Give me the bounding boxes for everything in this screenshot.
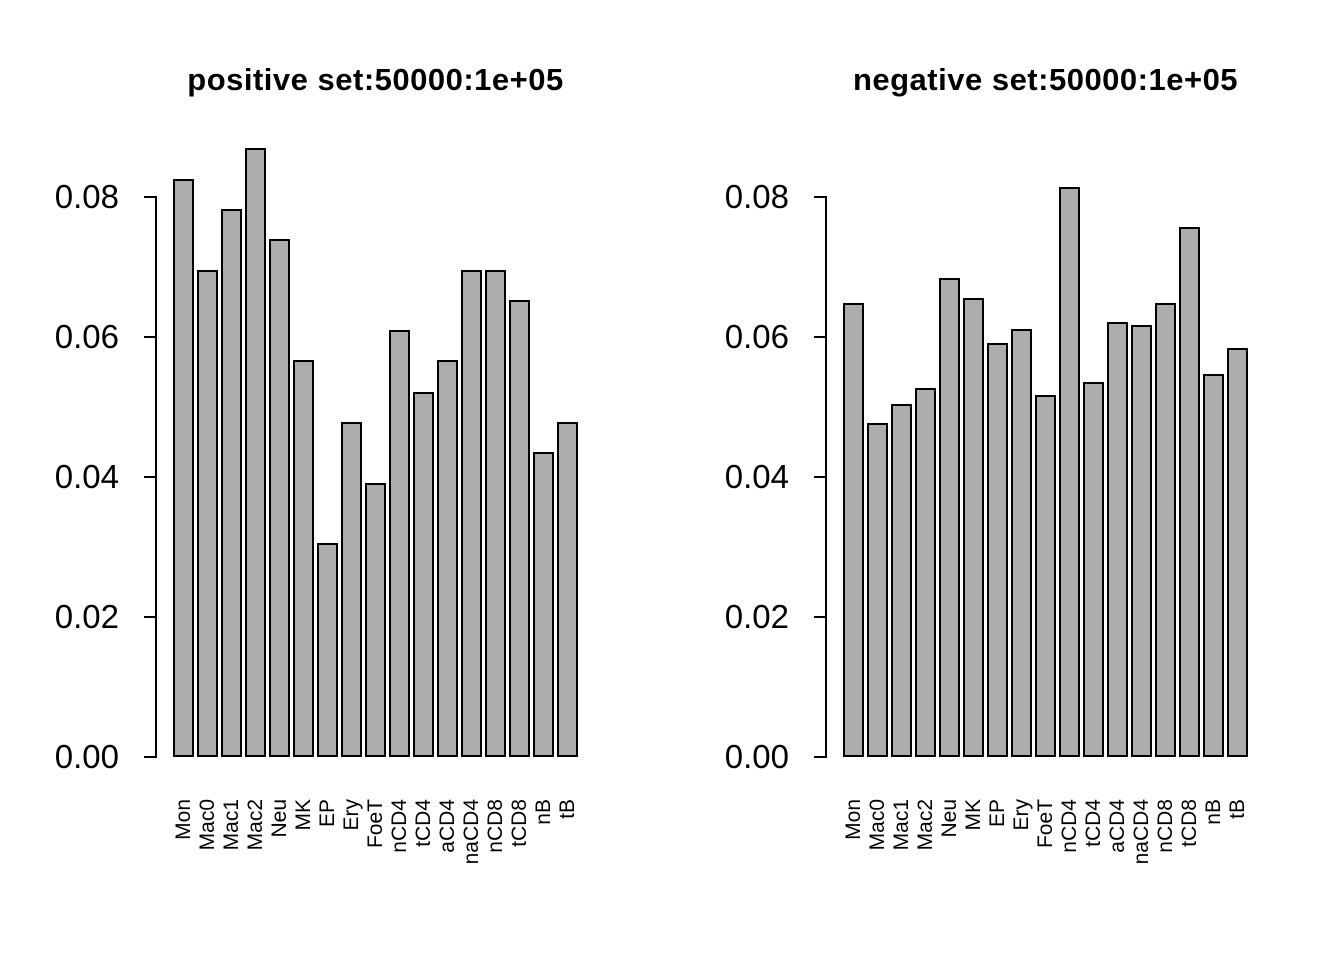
- y-axis-tick: [144, 476, 155, 478]
- x-axis-label: EP: [985, 799, 1009, 828]
- bar: [245, 148, 266, 757]
- y-axis-tick: [144, 756, 155, 758]
- bar: [197, 270, 218, 757]
- x-axis-label: Neu: [937, 799, 961, 838]
- chart-title: positive set:50000:1e+05: [187, 62, 564, 97]
- bar: [843, 303, 864, 757]
- bar: [173, 179, 194, 757]
- bar: [437, 360, 458, 757]
- bar: [1155, 303, 1176, 757]
- y-axis-tick: [814, 756, 825, 758]
- y-axis-tick: [144, 336, 155, 338]
- y-axis-tick-label: 0.08: [724, 178, 789, 215]
- y-axis-tick: [144, 616, 155, 618]
- bar: [867, 423, 888, 757]
- bar: [509, 300, 530, 757]
- x-axis-label: FoeT: [1033, 799, 1057, 849]
- bar: [1131, 325, 1152, 757]
- bar: [317, 543, 338, 757]
- bar: [1011, 329, 1032, 757]
- y-axis-line: [155, 196, 157, 758]
- y-axis-tick-label: 0.08: [54, 178, 119, 215]
- x-axis-label: Ery: [1009, 799, 1033, 831]
- x-axis-label: Mac1: [889, 799, 913, 851]
- bar: [939, 278, 960, 757]
- x-axis-label: tCD4: [1081, 799, 1105, 847]
- bar: [221, 209, 242, 757]
- x-axis-label: naCD4: [1129, 799, 1153, 865]
- y-axis-tick: [814, 336, 825, 338]
- x-axis-label: tCD8: [1177, 799, 1201, 847]
- y-axis-tick: [814, 196, 825, 198]
- y-axis-tick-label: 0.06: [54, 318, 119, 355]
- bar: [963, 298, 984, 757]
- x-axis-label: tB: [1225, 799, 1249, 819]
- y-axis-tick-label: 0.02: [724, 598, 789, 635]
- y-axis-tick: [144, 196, 155, 198]
- bar: [557, 422, 578, 757]
- bar: [389, 330, 410, 757]
- bar: [915, 388, 936, 757]
- bar: [1083, 382, 1104, 757]
- bar: [1035, 395, 1056, 757]
- bar: [1203, 374, 1224, 757]
- bar: [413, 392, 434, 757]
- y-axis-tick-label: 0.02: [54, 598, 119, 635]
- x-axis-label: MK: [961, 799, 985, 831]
- bar: [269, 239, 290, 757]
- y-axis-tick-label: 0.04: [724, 458, 789, 495]
- bar: [1107, 322, 1128, 757]
- y-axis-tick-label: 0.00: [724, 738, 789, 775]
- y-axis-tick-label: 0.06: [724, 318, 789, 355]
- bar: [987, 343, 1008, 757]
- bar: [1179, 227, 1200, 757]
- bar: [533, 452, 554, 757]
- bar: [1227, 348, 1248, 757]
- x-axis-label: aCD4: [1105, 799, 1129, 853]
- x-axis-label: nB: [1201, 799, 1225, 825]
- x-axis-label: nCD4: [1057, 799, 1081, 853]
- chart-title: negative set:50000:1e+05: [852, 62, 1239, 97]
- y-axis-tick: [814, 616, 825, 618]
- y-axis-tick-label: 0.00: [54, 738, 119, 775]
- y-axis-tick: [814, 476, 825, 478]
- bar: [341, 422, 362, 757]
- x-axis-label: nCD8: [1153, 799, 1177, 853]
- bar: [365, 483, 386, 757]
- x-axis-label: Mac0: [865, 799, 889, 851]
- bar: [485, 270, 506, 757]
- x-axis-label: Mac2: [913, 799, 937, 851]
- x-axis-label: Mon: [841, 799, 865, 840]
- y-axis-line: [825, 196, 827, 758]
- bar: [293, 360, 314, 757]
- bar: [461, 270, 482, 757]
- bar: [891, 404, 912, 757]
- bar: [1059, 187, 1080, 757]
- y-axis-tick-label: 0.04: [54, 458, 119, 495]
